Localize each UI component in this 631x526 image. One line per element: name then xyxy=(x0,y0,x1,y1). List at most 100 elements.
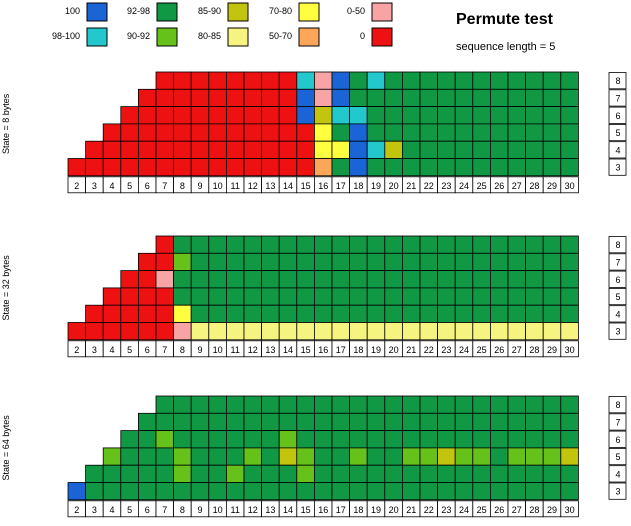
heatmap-cell xyxy=(243,304,263,323)
heatmap-cell xyxy=(155,464,175,483)
chart-subtitle: sequence length = 5 xyxy=(456,41,555,53)
heatmap-cell xyxy=(173,322,192,341)
heatmap-cell xyxy=(472,71,491,90)
heatmap-cell xyxy=(489,287,509,306)
heatmap-cell xyxy=(437,287,456,306)
heatmap-cell xyxy=(507,158,527,177)
heatmap-cell xyxy=(349,123,368,142)
heatmap-cell xyxy=(560,235,579,254)
heatmap-cell xyxy=(278,412,298,431)
x-tick-label: 19 xyxy=(371,181,381,191)
heatmap-cell xyxy=(120,123,139,142)
heatmap-cell xyxy=(366,304,386,323)
heatmap-cell xyxy=(401,252,421,272)
heatmap-cell xyxy=(525,447,544,466)
heatmap-cell xyxy=(278,447,298,466)
x-tick-label: 11 xyxy=(231,181,240,191)
x-tick-label: 14 xyxy=(283,181,293,191)
heatmap-cell xyxy=(243,322,263,341)
heatmap-cell xyxy=(261,287,280,306)
legend-swatch xyxy=(227,2,249,22)
heatmap-cell xyxy=(243,412,263,431)
heatmap-cell xyxy=(85,140,104,159)
heatmap-cell xyxy=(261,71,280,90)
x-tick-label: 17 xyxy=(336,345,346,355)
heatmap-cell xyxy=(190,140,210,159)
heatmap-cell xyxy=(120,447,139,466)
heatmap-cell xyxy=(384,395,403,414)
row-label-box xyxy=(608,413,627,431)
y-tick-label: 8 xyxy=(615,400,620,410)
heatmap-cell xyxy=(507,464,527,483)
heatmap-cell xyxy=(384,287,403,306)
heatmap-cell xyxy=(278,464,298,483)
heatmap-cell xyxy=(190,304,210,323)
heatmap-cell xyxy=(560,106,579,125)
heatmap-cell xyxy=(331,412,351,431)
x-tick-label: 23 xyxy=(441,181,451,191)
heatmap-cell xyxy=(278,287,298,306)
heatmap-cell xyxy=(384,482,403,501)
heatmap-cell xyxy=(349,412,368,431)
row-label-box xyxy=(608,253,627,271)
heatmap-cell xyxy=(542,482,562,501)
heatmap-cell xyxy=(525,158,544,177)
heatmap-cell xyxy=(542,270,562,289)
heatmap-cell xyxy=(190,270,210,289)
heatmap-cell xyxy=(137,123,157,142)
heatmap-cell xyxy=(173,106,192,125)
heatmap-cell xyxy=(401,430,421,449)
y-tick-label: 8 xyxy=(615,76,620,86)
heatmap-cell xyxy=(525,287,544,306)
heatmap-cell xyxy=(331,304,351,323)
heatmap-cell xyxy=(173,482,192,501)
heatmap-cell xyxy=(190,287,210,306)
heatmap-cell xyxy=(243,270,263,289)
heatmap-cell xyxy=(401,140,421,159)
heatmap-cell xyxy=(313,412,333,431)
x-tick-label: 29 xyxy=(547,181,557,191)
heatmap-cell xyxy=(542,71,562,90)
heatmap-cell xyxy=(366,252,386,272)
panel-y-label: State = 32 bytes xyxy=(1,255,11,321)
heatmap-cell xyxy=(313,304,333,323)
heatmap-cell xyxy=(384,123,403,142)
heatmap-cell xyxy=(102,322,122,341)
heatmap-cell xyxy=(296,158,315,177)
x-tick-label: 12 xyxy=(248,345,258,355)
heatmap-cell xyxy=(419,123,439,142)
heatmap-cell xyxy=(173,88,192,108)
heatmap-cell xyxy=(67,158,87,177)
heatmap-cell xyxy=(349,464,368,483)
x-tick-box xyxy=(560,340,579,358)
x-tick-label: 5 xyxy=(127,181,132,191)
heatmap-cell xyxy=(384,322,403,341)
x-tick-label: 9 xyxy=(197,345,202,355)
heatmap-cell xyxy=(173,123,192,142)
heatmap-cell xyxy=(401,395,421,414)
heatmap-cell xyxy=(437,322,456,341)
heatmap-cell xyxy=(278,252,298,272)
heatmap-cell xyxy=(261,106,280,125)
heatmap-cell xyxy=(542,322,562,341)
row-label-box xyxy=(608,89,627,107)
heatmap-cell xyxy=(366,140,386,159)
heatmap-cell xyxy=(472,252,491,272)
x-tick-label: 28 xyxy=(529,181,539,191)
heatmap-cell xyxy=(208,287,227,306)
heatmap-cell xyxy=(542,106,562,125)
x-tick-label: 4 xyxy=(109,345,114,355)
heatmap-cell xyxy=(85,304,104,323)
legend-swatch xyxy=(298,27,320,47)
legend-label: 85-90 xyxy=(198,6,221,16)
heatmap-cell xyxy=(296,287,315,306)
x-tick-label: 7 xyxy=(162,505,167,515)
heatmap-cell xyxy=(261,252,280,272)
heatmap-cell xyxy=(349,287,368,306)
x-tick-label: 5 xyxy=(127,505,132,515)
heatmap-cell xyxy=(137,270,157,289)
heatmap-cell xyxy=(525,395,544,414)
heatmap-cell xyxy=(384,158,403,177)
